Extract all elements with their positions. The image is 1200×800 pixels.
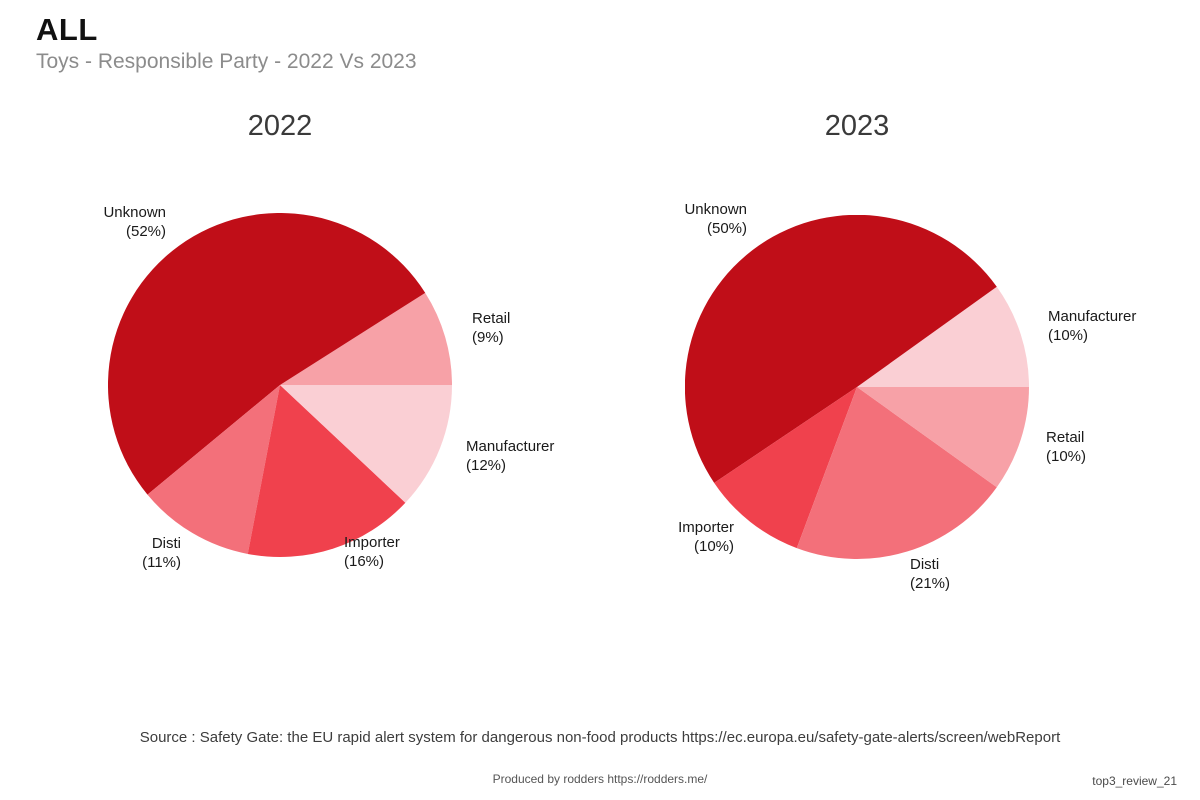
source-line1: Source : Safety Gate: the EU rapid alert…	[139, 729, 678, 746]
source-line2: https://ec.europa.eu/safety-gate-alerts/…	[681, 729, 1061, 746]
chart-title-2022: 2022	[247, 110, 313, 142]
label-text: Importer	[678, 519, 734, 536]
label-pct: (9%)	[472, 329, 504, 346]
pie-slice-importer	[247, 385, 406, 557]
page-subtitle: Toys - Responsible Party - 2022 Vs 2023	[36, 50, 417, 73]
label-2022-importer: Importer (16%)	[344, 533, 400, 571]
label-2022-unknown: Unknown (52%)	[26, 203, 166, 241]
pie-slice-unknown	[685, 215, 997, 483]
label-2023-importer: Importer (10%)	[594, 518, 734, 556]
label-text: Unknown	[684, 201, 747, 218]
page-title: ALL	[36, 12, 98, 47]
label-pct: (52%)	[125, 223, 166, 240]
pie-slice-disti	[796, 387, 997, 559]
label-text: Importer	[344, 534, 400, 551]
label-pct: (21%)	[910, 575, 951, 592]
pie-chart-2022	[108, 213, 452, 557]
label-text: Retail	[1046, 429, 1085, 446]
label-2023-unknown: Unknown (50%)	[607, 200, 747, 238]
label-2023-manufacturer: Manufacturer (10%)	[1048, 307, 1136, 345]
label-text: Disti	[910, 556, 940, 573]
chart-title-2023: 2023	[824, 110, 890, 142]
label-pct: (11%)	[142, 554, 181, 571]
pie-chart-2023	[685, 215, 1029, 559]
pie-slice-retail	[280, 292, 452, 385]
label-text: Manufacturer	[1048, 308, 1137, 325]
label-pct: (10%)	[1048, 327, 1089, 344]
pie-slice-unknown	[108, 213, 426, 495]
label-text: Disti	[151, 535, 181, 552]
pie-slice-importer	[714, 387, 857, 549]
pie-slice-manufacturer	[857, 286, 1029, 387]
label-pct: (50%)	[706, 220, 747, 237]
label-pct: (10%)	[693, 538, 734, 555]
pie-slice-disti	[147, 385, 280, 554]
report-reference: top3_review_21	[1092, 774, 1177, 788]
label-text: Unknown	[103, 204, 166, 221]
label-pct: (12%)	[466, 457, 507, 474]
source-note: Source : Safety Gate: the EU rapid alert…	[0, 729, 1200, 747]
label-2023-retail: Retail (10%)	[1046, 428, 1086, 466]
label-pct: (16%)	[344, 553, 385, 570]
pie-slice-retail	[857, 387, 1029, 488]
pie-slice-manufacturer	[280, 385, 452, 503]
label-pct: (10%)	[1046, 448, 1087, 465]
label-text: Retail	[472, 310, 511, 327]
label-2023-disti: Disti (21%)	[910, 555, 950, 593]
label-2022-disti: Disti (11%)	[41, 534, 181, 572]
label-text: Manufacturer	[466, 438, 555, 455]
label-2022-retail: Retail (9%)	[472, 309, 510, 347]
label-2022-manufacturer: Manufacturer (12%)	[466, 437, 554, 475]
produced-by-note: Produced by rodders https://rodders.me/	[492, 772, 708, 786]
